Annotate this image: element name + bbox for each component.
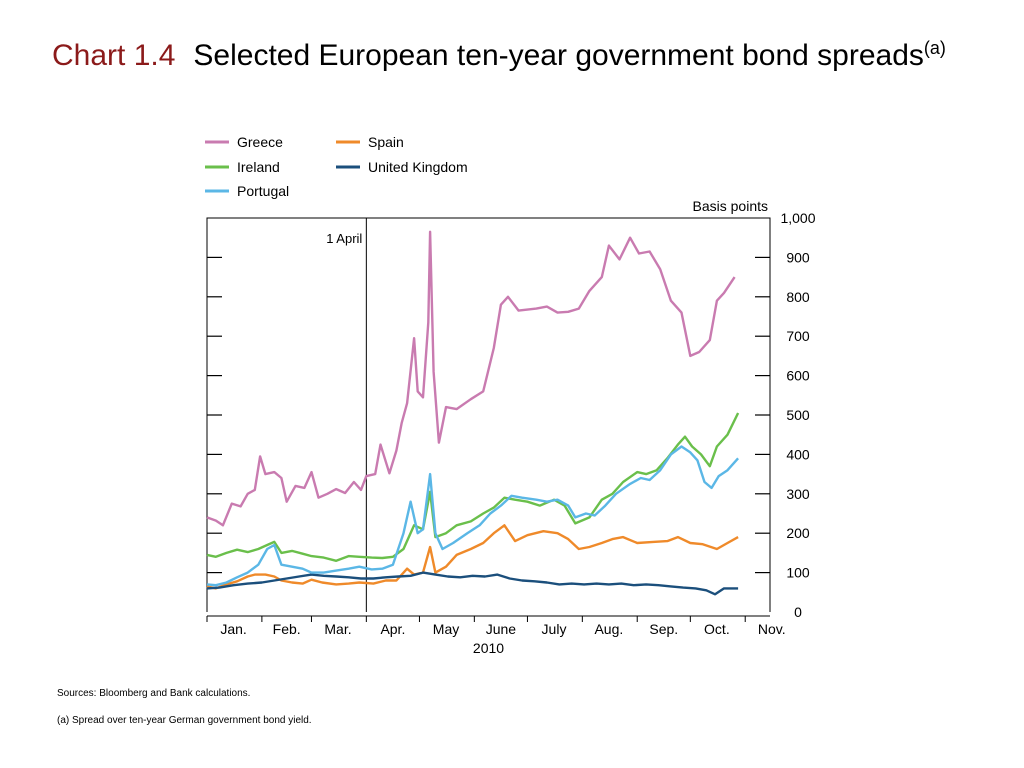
x-axis-label: 2010: [473, 640, 504, 656]
x-tick-label: Mar.: [324, 621, 351, 637]
series-line-portugal: [206, 445, 739, 587]
x-tick-label: Jan.: [220, 621, 246, 637]
y-tick-label: 800: [786, 289, 810, 305]
y-tick-label: 1,000: [780, 210, 815, 226]
y-tick-label: 100: [786, 565, 810, 581]
x-tick-label: Nov.: [758, 621, 786, 637]
y-tick-label: 400: [786, 446, 810, 462]
series-line-greece: [206, 230, 736, 527]
y-tick-label: 900: [786, 249, 810, 265]
chart-title: Chart 1.4 Selected European ten-year gove…: [52, 28, 952, 76]
title-footnote-marker: (a): [923, 38, 946, 58]
series-line-ireland: [206, 412, 740, 562]
y-tick-label: 0: [794, 604, 802, 620]
x-tick-label: Sep.: [649, 621, 678, 637]
y-tick-label: 500: [786, 407, 810, 423]
annotation-label: 1 April: [326, 231, 362, 246]
x-tick-label: Feb.: [273, 621, 301, 637]
bond-spread-chart: 0 100 200 300 400 500 600 700 800 900 1,000 Basis p…: [205, 134, 816, 656]
legend-label-united-kingdom: United Kingdom: [368, 159, 468, 175]
y-axis-label: Basis points: [693, 198, 768, 214]
plot-frame: [206, 217, 771, 612]
chart-title-text: Selected European ten-year government bo…: [193, 39, 924, 72]
series-line-united-kingdom: [206, 571, 739, 596]
x-tick-label: June: [486, 621, 517, 637]
y-tick-label: 300: [786, 486, 810, 502]
legend-label-portugal: Portugal: [237, 183, 289, 199]
y-tick-label: 600: [786, 368, 810, 384]
x-tick-label: Oct.: [704, 621, 730, 637]
y-tick-label: 700: [786, 328, 810, 344]
x-tick-label: July: [542, 621, 567, 637]
x-tick-label: Aug.: [594, 621, 623, 637]
y-tick-label: 200: [786, 525, 810, 541]
footnote-a: (a) Spread over ten-year German governme…: [57, 715, 312, 726]
chart-number: Chart 1.4: [52, 39, 176, 72]
legend-label-ireland: Ireland: [237, 159, 280, 175]
legend-label-greece: Greece: [237, 134, 283, 150]
legend-label-spain: Spain: [368, 134, 404, 150]
x-tick-label: May: [433, 621, 459, 637]
sources-note: Sources: Bloomberg and Bank calculations…: [57, 688, 251, 699]
x-tick-label: Apr.: [380, 621, 405, 637]
